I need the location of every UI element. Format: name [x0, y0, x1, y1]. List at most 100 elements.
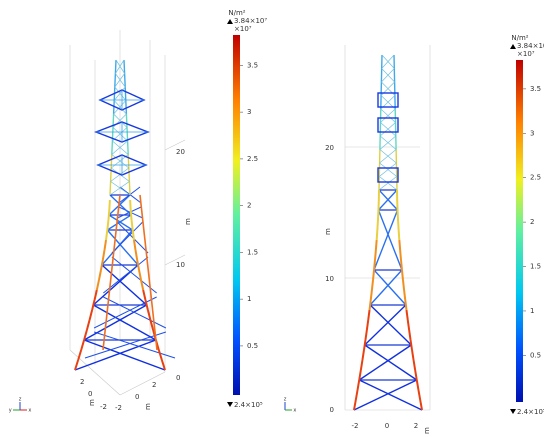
member: [111, 155, 112, 169]
member: [399, 240, 400, 250]
member: [362, 350, 364, 360]
triad-label: z: [284, 396, 287, 402]
axis-label: 0: [330, 406, 334, 414]
member: [130, 200, 131, 210]
colorbar-tick-label: 3: [247, 108, 251, 116]
member: [354, 380, 417, 410]
member: [371, 290, 372, 300]
member: [414, 360, 416, 370]
member: [97, 280, 99, 290]
colorbar-scale: ×10⁷: [517, 50, 535, 58]
member: [399, 230, 400, 240]
member: [403, 280, 404, 290]
member: [376, 240, 377, 250]
member: [126, 114, 127, 128]
axis-label: 2: [414, 422, 418, 430]
member: [106, 230, 107, 240]
member: [129, 182, 130, 196]
member: [417, 380, 419, 390]
member: [99, 270, 101, 280]
colorbar-unit: N/m²: [228, 9, 245, 17]
member: [361, 360, 363, 370]
colorbar-tick-label: 1: [247, 295, 251, 303]
axis-label: 10: [176, 261, 185, 269]
member: [368, 310, 369, 320]
member: [90, 310, 93, 320]
colorbar: [233, 35, 240, 395]
member: [112, 141, 128, 155]
member: [404, 290, 405, 300]
member: [110, 195, 131, 215]
axis-label: m: [423, 427, 431, 434]
member: [402, 270, 403, 280]
member: [101, 260, 103, 270]
member: [84, 305, 147, 340]
member: [405, 300, 406, 310]
member: [116, 60, 125, 74]
member: [377, 220, 378, 230]
member: [87, 320, 90, 330]
member: [408, 320, 409, 330]
member: [398, 220, 399, 230]
member: [159, 350, 162, 360]
max-marker: [510, 44, 516, 49]
axis-label: 0: [88, 390, 92, 398]
member: [370, 300, 371, 310]
axis-label: 2: [80, 378, 84, 386]
colorbar-tick-label: 1.5: [247, 248, 258, 256]
member: [356, 390, 358, 400]
member: [131, 210, 132, 220]
member: [135, 250, 137, 260]
member: [75, 340, 156, 370]
member: [364, 340, 365, 350]
axis-label: 0: [135, 393, 139, 401]
triad-label: z: [19, 396, 22, 402]
axis-label: -2: [352, 422, 359, 430]
member: [110, 182, 111, 196]
colorbar: [516, 60, 523, 402]
member: [125, 74, 126, 88]
member: [115, 74, 125, 88]
member: [128, 155, 129, 169]
axis-label: 0: [176, 374, 180, 382]
member: [105, 240, 107, 250]
triad-label: x: [293, 408, 296, 414]
member: [92, 300, 94, 310]
colorbar-tick-label: 3.5: [530, 85, 541, 93]
member: [115, 60, 116, 74]
colorbar-tick-label: 0.5: [247, 342, 258, 350]
colorbar-max: 3.84×10⁷: [234, 17, 267, 25]
colorbar-scale: ×10⁷: [234, 25, 252, 33]
member: [81, 340, 84, 350]
member: [124, 60, 125, 74]
member: [126, 101, 127, 115]
axis-label: 20: [325, 144, 334, 152]
member: [114, 114, 127, 128]
member: [94, 332, 175, 358]
member: [128, 141, 129, 155]
member: [115, 87, 126, 101]
colorbar-tick-label: 1.5: [530, 263, 541, 271]
member: [412, 350, 414, 360]
member: [409, 330, 410, 340]
min-marker: [510, 409, 516, 414]
member: [134, 240, 136, 250]
member: [358, 380, 360, 390]
member: [109, 215, 133, 230]
min-marker: [227, 402, 233, 407]
member: [107, 220, 108, 230]
member: [374, 270, 406, 305]
axis-label: m: [88, 399, 96, 406]
axis-label: -2: [100, 403, 107, 411]
colorbar-tick-label: 3: [530, 129, 534, 137]
member: [127, 128, 128, 142]
axis-label: 0: [385, 422, 389, 430]
colorbar-max: 3.84×10⁷: [517, 42, 544, 50]
member: [370, 305, 411, 345]
colorbar-tick-label: 2.5: [530, 174, 541, 182]
colorbar-tick-label: 0.5: [530, 351, 541, 359]
member: [359, 345, 411, 380]
triad-label: y: [9, 408, 12, 414]
colorbar-min: 2.4×10⁵: [517, 408, 544, 416]
member: [103, 250, 105, 260]
